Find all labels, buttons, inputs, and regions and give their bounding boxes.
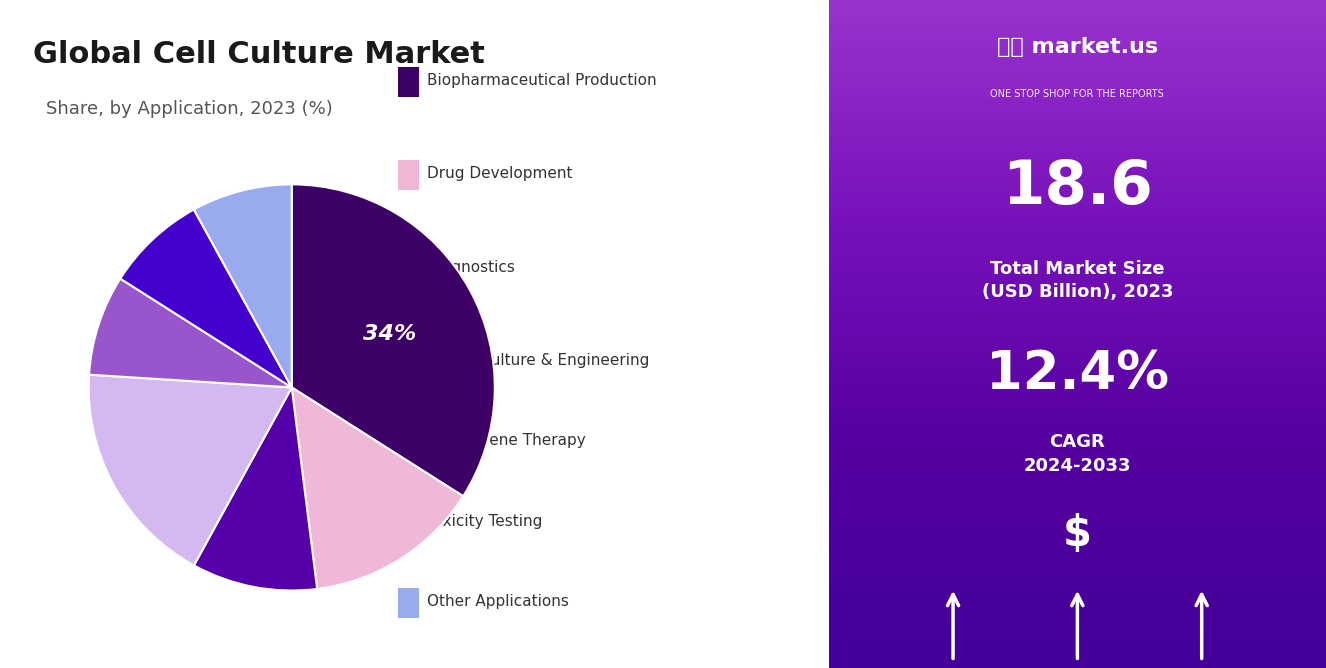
Text: Tissue Culture & Engineering: Tissue Culture & Engineering bbox=[427, 353, 650, 368]
Text: Total Market Size
(USD Billion), 2023: Total Market Size (USD Billion), 2023 bbox=[981, 260, 1174, 301]
Text: ONE STOP SHOP FOR THE REPORTS: ONE STOP SHOP FOR THE REPORTS bbox=[991, 89, 1164, 98]
Wedge shape bbox=[292, 184, 495, 496]
FancyBboxPatch shape bbox=[398, 347, 419, 377]
FancyBboxPatch shape bbox=[398, 588, 419, 618]
Text: Other Applications: Other Applications bbox=[427, 594, 569, 609]
Text: Toxicity Testing: Toxicity Testing bbox=[427, 514, 542, 528]
Text: 18.6: 18.6 bbox=[1002, 158, 1152, 216]
Wedge shape bbox=[292, 387, 463, 589]
Text: CAGR
2024-2033: CAGR 2024-2033 bbox=[1024, 434, 1131, 475]
Text: Diagnostics: Diagnostics bbox=[427, 260, 516, 275]
Wedge shape bbox=[121, 210, 292, 387]
Text: Global Cell Culture Market: Global Cell Culture Market bbox=[33, 40, 485, 69]
FancyBboxPatch shape bbox=[398, 160, 419, 190]
Text: $: $ bbox=[1063, 514, 1091, 555]
Text: ⬛⬛ market.us: ⬛⬛ market.us bbox=[997, 37, 1158, 57]
FancyBboxPatch shape bbox=[398, 254, 419, 284]
FancyBboxPatch shape bbox=[398, 508, 419, 538]
Text: Cell & Gene Therapy: Cell & Gene Therapy bbox=[427, 434, 586, 448]
Wedge shape bbox=[194, 184, 292, 387]
Text: Biopharmaceutical Production: Biopharmaceutical Production bbox=[427, 73, 656, 88]
Text: 34%: 34% bbox=[363, 323, 416, 343]
Text: 12.4%: 12.4% bbox=[985, 348, 1170, 400]
Text: Share, by Application, 2023 (%): Share, by Application, 2023 (%) bbox=[45, 100, 333, 118]
FancyBboxPatch shape bbox=[398, 67, 419, 97]
Wedge shape bbox=[194, 387, 317, 591]
Wedge shape bbox=[89, 279, 292, 387]
Text: Drug Development: Drug Development bbox=[427, 166, 573, 181]
FancyBboxPatch shape bbox=[398, 428, 419, 458]
Wedge shape bbox=[89, 375, 292, 565]
